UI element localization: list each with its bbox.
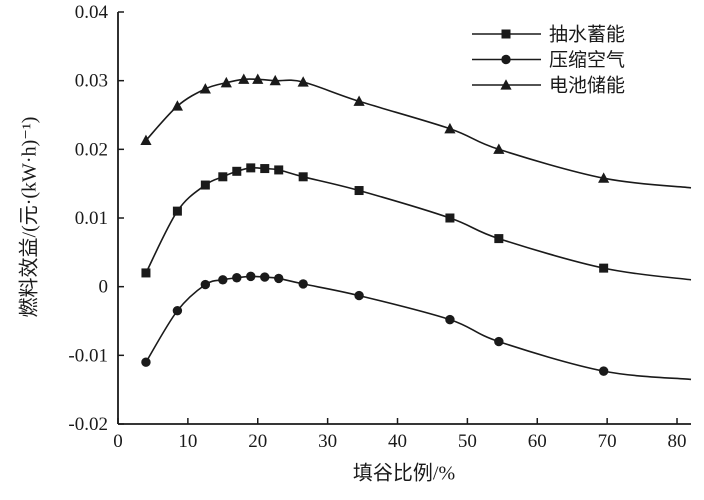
circle-marker xyxy=(298,279,308,289)
y-tick-label: 0.04 xyxy=(75,2,109,23)
square-marker xyxy=(200,180,210,190)
circle-marker xyxy=(445,314,455,325)
triangle-marker xyxy=(353,95,365,106)
triangle-marker xyxy=(269,74,281,86)
y-tick-label: -0.02 xyxy=(68,414,108,435)
triangle-marker xyxy=(500,79,512,90)
legend-label: 压缩空气 xyxy=(549,49,625,71)
square-marker xyxy=(274,165,284,175)
x-tick-label: 20 xyxy=(248,431,267,452)
triangle-marker xyxy=(493,143,505,154)
x-tick-label: 40 xyxy=(388,431,407,452)
square-marker xyxy=(354,186,364,196)
circle-marker xyxy=(501,54,511,65)
x-tick-label: 80 xyxy=(668,431,687,452)
circle-marker xyxy=(274,273,284,284)
x-axis-label: 填谷比例/% xyxy=(352,462,456,485)
triangle-marker xyxy=(598,172,610,183)
circle-marker xyxy=(200,279,211,290)
y-tick-label: 0.02 xyxy=(75,139,108,160)
square-marker xyxy=(298,172,308,182)
y-tick-label: 0.01 xyxy=(75,208,108,229)
y-axis-label: 燃料效益/(元·(kW·h)⁻¹) xyxy=(18,116,41,318)
circle-marker xyxy=(494,336,504,347)
legend-label: 抽水蓄能 xyxy=(549,24,625,46)
series-line-circle xyxy=(145,275,692,381)
x-tick-label: 0 xyxy=(113,431,123,452)
triangle-marker xyxy=(220,76,232,88)
circle-marker xyxy=(218,275,228,285)
square-marker xyxy=(172,206,182,216)
x-tick-label: 50 xyxy=(458,431,477,452)
square-marker xyxy=(501,29,511,39)
square-marker xyxy=(218,172,228,182)
x-tick-label: 70 xyxy=(598,431,617,452)
triangle-marker xyxy=(140,134,152,146)
square-marker xyxy=(599,263,609,273)
circle-marker xyxy=(260,272,270,282)
square-marker xyxy=(494,234,504,244)
y-tick-label: 0.03 xyxy=(75,71,108,92)
circle-marker xyxy=(354,290,364,301)
circle-marker xyxy=(232,273,242,283)
triangle-marker xyxy=(252,73,264,84)
x-tick-label: 30 xyxy=(318,431,337,452)
legend-label: 电池储能 xyxy=(549,75,625,97)
triangle-marker xyxy=(199,83,211,94)
y-tick-label: 0 xyxy=(99,277,109,298)
square-marker xyxy=(141,268,151,278)
square-marker xyxy=(260,164,270,174)
x-tick-label: 10 xyxy=(178,431,197,452)
triangle-marker xyxy=(238,73,250,84)
square-marker xyxy=(246,163,256,173)
circle-marker xyxy=(172,306,183,316)
circle-marker xyxy=(246,271,256,282)
y-tick-label: -0.01 xyxy=(68,345,108,366)
triangle-marker xyxy=(444,122,456,134)
x-tick-label: 60 xyxy=(528,431,547,452)
triangle-marker xyxy=(297,76,309,87)
triangle-marker xyxy=(171,100,183,111)
circle-marker xyxy=(141,357,151,367)
circle-marker xyxy=(598,366,609,376)
series-line-square xyxy=(145,166,692,281)
square-marker xyxy=(232,166,242,176)
square-marker xyxy=(445,213,455,223)
